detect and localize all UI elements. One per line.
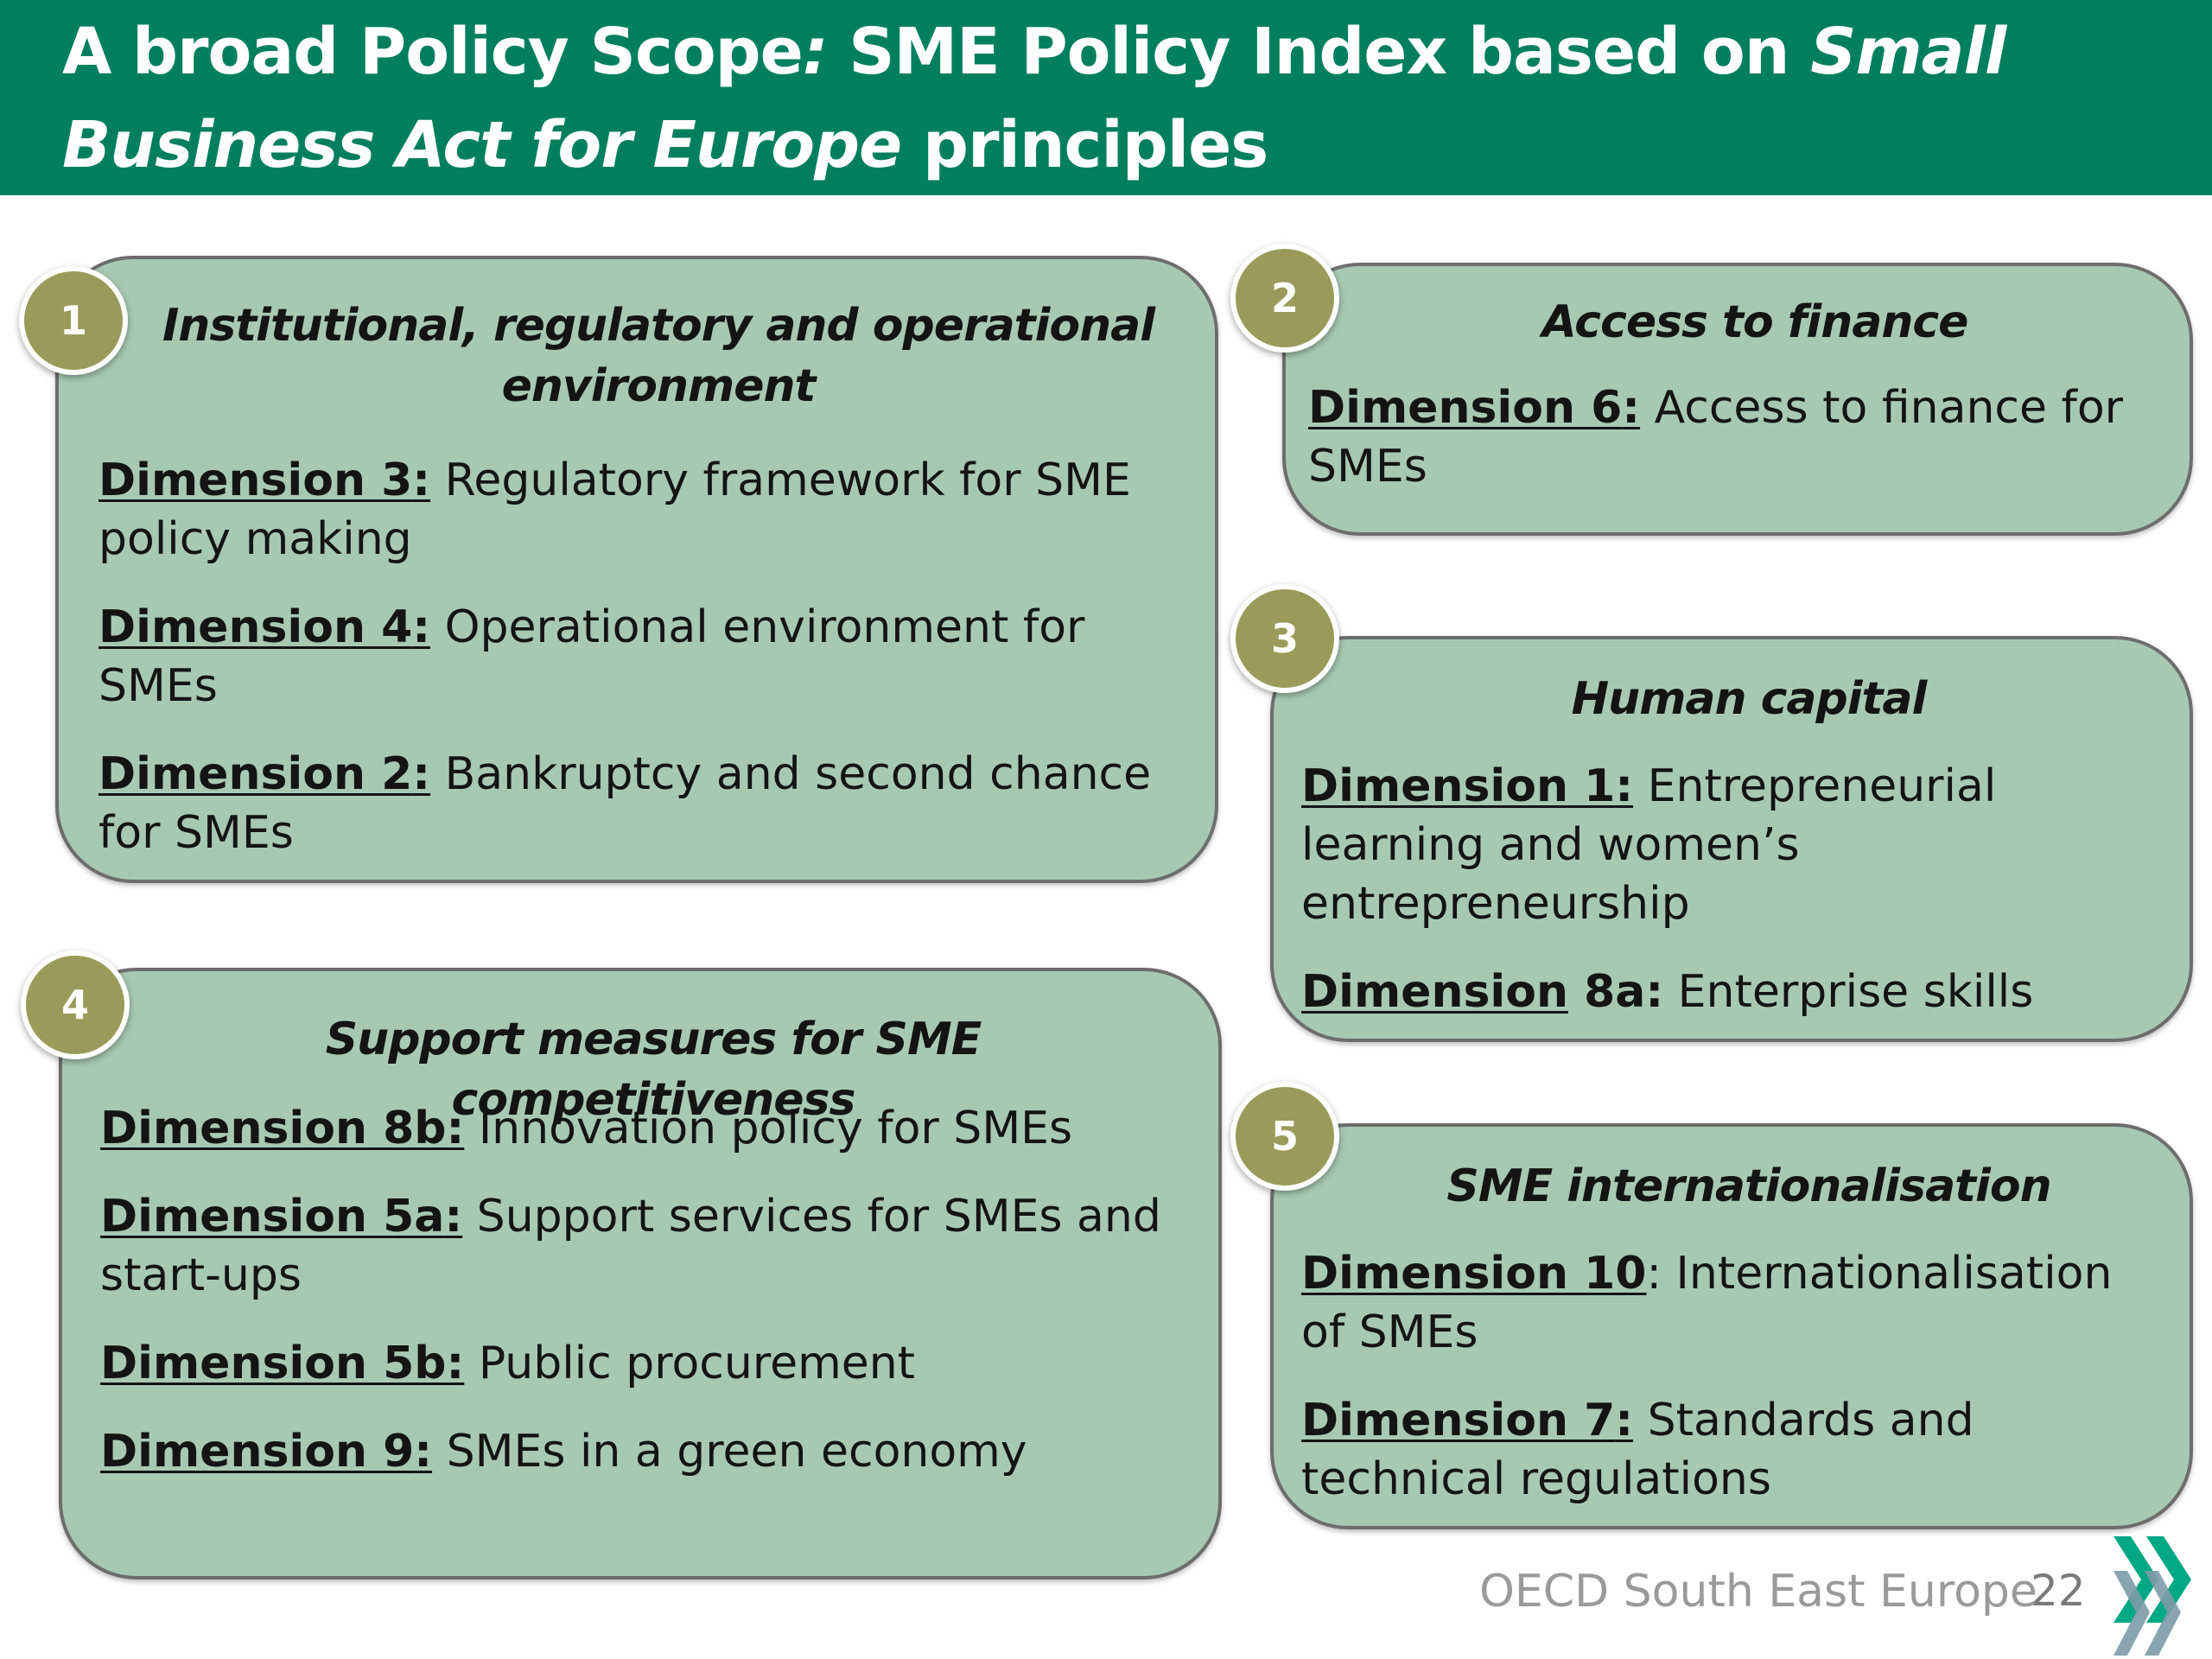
title-text-b: SME Policy Index based on: [827, 15, 1811, 89]
footer-organization: OECD South East Europe: [1479, 1566, 2037, 1618]
dimension-label: Dimension 4: [99, 601, 413, 653]
group-number-badge: 1: [19, 266, 128, 375]
dimension-colon: :: [412, 454, 431, 506]
dimension-label: Dimension 1: [1301, 760, 1616, 812]
dimension-item: Dimension 5b: Public procurement: [100, 1334, 1192, 1393]
dimension-label: Dimension 7: [1301, 1395, 1616, 1446]
dimension-list: Dimension 1: Entrepreneurial learning an…: [1301, 757, 2169, 1051]
dimension-label: Dimension 6: [1308, 382, 1623, 434]
dimension-text: Regulatory framework for SME policy maki…: [99, 454, 1131, 565]
dimension-colon: 8a:: [1567, 966, 1664, 1018]
dimension-item: Dimension 9: SMEs in a green economy: [100, 1422, 1192, 1481]
slide-title-line-1: A broad Policy Scope: SME Policy Index b…: [62, 5, 2212, 99]
dimension-colon: :: [1622, 382, 1641, 434]
slide-title-line-2: Business Act for Europe principles: [62, 99, 2212, 192]
dimension-text: Public procurement: [464, 1338, 916, 1389]
dimension-item: Dimension 2: Bankruptcy and second chanc…: [99, 745, 1180, 862]
dimension-colon: :: [446, 1103, 465, 1154]
dimension-label: Dimension 5b: [100, 1338, 447, 1389]
dimension-list: Dimension 3: Regulatory framework for SM…: [99, 451, 1180, 892]
dimension-item: Dimension 1: Entrepreneurial learning an…: [1301, 757, 2169, 933]
group-number-badge: 4: [21, 950, 130, 1059]
dimension-label: Dimension 10: [1301, 1248, 1647, 1300]
dimension-text: Operational environment for SMEs: [99, 601, 1085, 712]
page-number: 22: [2031, 1566, 2086, 1616]
dimension-item: Dimension 8b: Innovation policy for SMEs: [100, 1099, 1192, 1158]
policy-group-box: Human capital Dimension 1: Entrepreneuri…: [1270, 636, 2193, 1042]
dimension-list: Dimension 10: Internationalisation of SM…: [1301, 1244, 2169, 1538]
dimension-colon: :: [412, 601, 431, 653]
dimension-text: Enterprise skills: [1663, 966, 2034, 1018]
dimension-colon: :: [412, 748, 431, 800]
dimension-text: Access to finance for SMEs: [1308, 382, 2124, 493]
group-title: Human capital: [1571, 673, 1928, 725]
dimension-item: Dimension 6: Access to finance for SMEs: [1308, 378, 2164, 496]
oecd-chevron-logo-icon: [2113, 1536, 2191, 1656]
dimension-label: Dimension 5a: [100, 1191, 445, 1243]
dimension-item: Dimension 10: Internationalisation of SM…: [1301, 1244, 2169, 1362]
dimension-item: Dimension 5a: Support services for SMEs …: [100, 1187, 1192, 1305]
group-number-badge: 5: [1230, 1082, 1339, 1191]
dimension-colon: :: [1615, 760, 1634, 812]
group-number-badge: 2: [1230, 244, 1339, 353]
dimension-colon: :: [1646, 1248, 1662, 1300]
title-italic-a: Small: [1810, 15, 2006, 89]
slide-title: A broad Policy Scope: SME Policy Index b…: [0, 0, 2212, 195]
title-text-a: A broad Policy Scope: [62, 15, 804, 89]
dimension-text: SMEs in a green economy: [432, 1426, 1027, 1478]
dimension-colon: :: [446, 1338, 465, 1389]
dimension-text: Innovation policy for SMEs: [464, 1103, 1073, 1154]
dimension-item: Dimension 4: Operational environment for…: [99, 598, 1180, 715]
policy-group-box: Institutional, regulatory and operationa…: [55, 256, 1218, 883]
policy-group-box: SME internationalisation Dimension 10: I…: [1270, 1123, 2193, 1529]
dimension-label: Dimension 2: [99, 748, 413, 800]
policy-group-box: Access to finance Dimension 6: Access to…: [1282, 263, 2193, 536]
dimension-text: Entrepreneurial learning and women’s ent…: [1301, 760, 1997, 930]
group-title: Support measures for SME competitiveness: [325, 1014, 982, 1126]
policy-group-box: Support measures for SME competitiveness…: [59, 968, 1222, 1580]
dimension-item: Dimension 8a: Enterprise skills: [1301, 963, 2169, 1021]
dimension-label: Dimension 8b: [100, 1103, 447, 1154]
dimension-label: Dimension 3: [99, 454, 413, 506]
dimension-colon: :: [444, 1191, 463, 1243]
group-title: Access to finance: [1541, 296, 1969, 348]
dimension-text: Standards and technical regulations: [1301, 1395, 1974, 1505]
title-colon: :: [802, 15, 829, 89]
dimension-label: Dimension: [1301, 966, 1568, 1018]
group-title: SME internationalisation: [1446, 1160, 2051, 1212]
dimension-text: Bankruptcy and second chance for SMEs: [99, 748, 1152, 859]
dimension-text: Internationalisation of SMEs: [1301, 1248, 2113, 1358]
group-number-badge: 3: [1230, 584, 1339, 693]
dimension-text: Support services for SMEs and start-ups: [100, 1191, 1161, 1301]
dimension-item: Dimension 7: Standards and technical reg…: [1301, 1391, 2169, 1509]
dimension-list: Dimension 8b: Innovation policy for SMEs…: [100, 1099, 1192, 1510]
dimension-item: Dimension 3: Regulatory framework for SM…: [99, 451, 1180, 569]
title-text-c: principles: [901, 108, 1268, 182]
dimension-label: Dimension 9: [100, 1426, 415, 1478]
dimension-list: Dimension 6: Access to finance for SMEs: [1308, 378, 2164, 525]
dimension-colon: :: [1615, 1395, 1634, 1446]
dimension-colon: :: [414, 1426, 433, 1478]
group-title: Institutional, regulatory and operationa…: [162, 300, 1155, 412]
title-italic-b: Business Act for Europe: [62, 108, 902, 182]
